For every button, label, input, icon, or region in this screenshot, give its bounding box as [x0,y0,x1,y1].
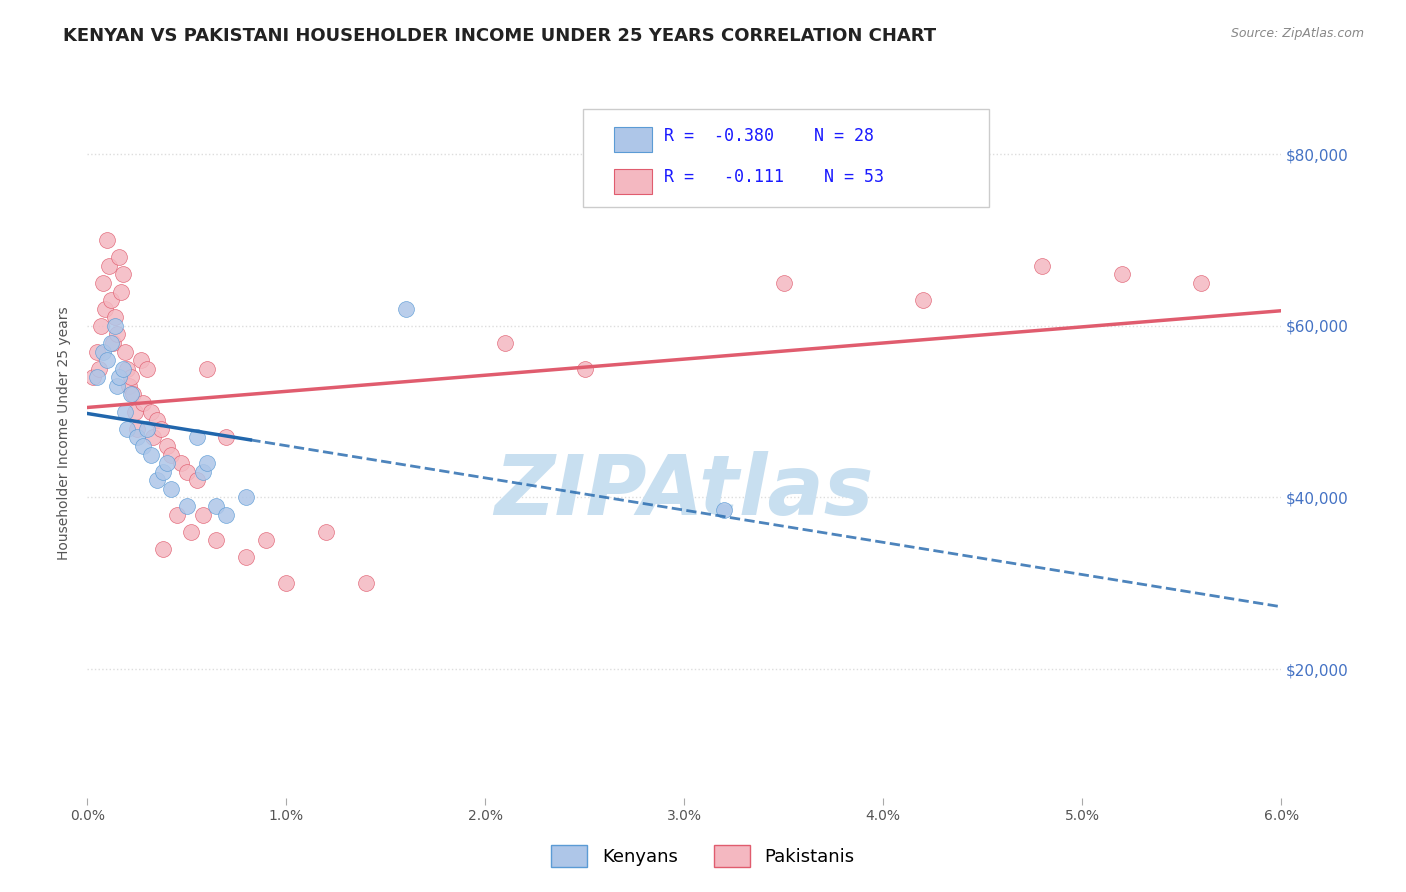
Point [132,396,155,410]
Point [354,576,377,591]
Point [118,379,141,393]
Text: ZIPAtlas: ZIPAtlas [495,451,873,532]
Point [394,301,416,316]
Point [170,456,193,470]
Point [494,336,516,351]
Point [235,491,257,505]
Point [195,456,218,470]
Point [215,508,238,522]
Point [159,482,181,496]
Point [254,533,277,548]
Point [186,430,208,444]
Text: Source: ZipAtlas.com: Source: ZipAtlas.com [1230,27,1364,40]
Point [105,327,128,342]
Point [215,430,238,444]
Point [94,301,117,316]
Point [104,310,127,325]
Point [186,473,208,487]
Point [91,276,114,290]
Point [86,370,108,384]
Point [191,465,214,479]
Point [152,541,174,556]
Point [129,353,152,368]
Point [120,387,142,401]
Point [115,361,138,376]
Point [574,361,596,376]
Point [114,344,136,359]
Point [104,318,127,333]
Point [176,465,198,479]
Point [132,439,155,453]
Point [149,422,172,436]
FancyBboxPatch shape [582,109,988,207]
Point [713,503,735,517]
Point [108,250,131,264]
Point [180,524,202,539]
Point [115,422,138,436]
Point [96,233,118,247]
Point [315,524,337,539]
Point [235,550,257,565]
Point [911,293,934,307]
Point [111,361,134,376]
Point [191,508,214,522]
Point [1031,259,1053,273]
Point [87,361,110,376]
Point [98,259,121,273]
Point [100,336,122,351]
Point [120,370,142,384]
Point [86,344,108,359]
Point [1191,276,1213,290]
Point [96,353,118,368]
Point [156,456,179,470]
Point [135,422,157,436]
Point [139,404,162,418]
Point [156,439,179,453]
Point [142,430,165,444]
Point [105,379,128,393]
Text: KENYAN VS PAKISTANI HOUSEHOLDER INCOME UNDER 25 YEARS CORRELATION CHART: KENYAN VS PAKISTANI HOUSEHOLDER INCOME U… [63,27,936,45]
Text: R =  -0.380    N = 28: R = -0.380 N = 28 [664,127,873,145]
Point [772,276,794,290]
Point [152,465,174,479]
Point [82,370,104,384]
Point [205,499,228,513]
Point [205,533,228,548]
Point [110,285,132,299]
Point [125,430,148,444]
FancyBboxPatch shape [613,169,652,194]
Point [114,404,136,418]
Point [159,448,181,462]
Y-axis label: Householder Income Under 25 years: Householder Income Under 25 years [58,306,72,560]
Point [1111,268,1133,282]
Point [111,268,134,282]
Point [124,404,146,418]
Legend: Kenyans, Pakistanis: Kenyans, Pakistanis [544,838,862,874]
FancyBboxPatch shape [613,127,652,153]
Point [146,473,169,487]
Point [90,318,112,333]
Point [122,387,145,401]
Point [146,413,169,427]
Point [276,576,298,591]
Point [108,370,131,384]
Point [166,508,188,522]
Point [195,361,218,376]
Point [91,344,114,359]
Point [176,499,198,513]
Point [101,336,124,351]
Point [139,448,162,462]
Point [135,361,157,376]
Point [100,293,122,307]
Text: R =   -0.111    N = 53: R = -0.111 N = 53 [664,169,884,186]
Point [125,422,148,436]
